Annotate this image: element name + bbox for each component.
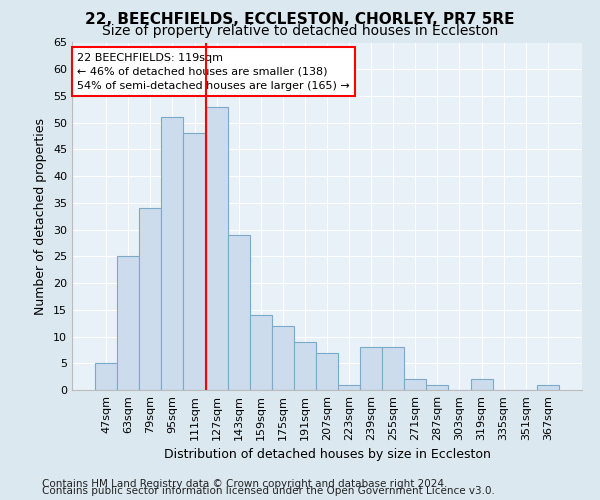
Text: Size of property relative to detached houses in Eccleston: Size of property relative to detached ho…: [102, 24, 498, 38]
Text: Contains public sector information licensed under the Open Government Licence v3: Contains public sector information licen…: [42, 486, 495, 496]
Bar: [338, 384, 360, 390]
Bar: [294, 342, 316, 390]
Bar: [382, 347, 404, 390]
Bar: [427, 384, 448, 390]
Text: 22 BEECHFIELDS: 119sqm
← 46% of detached houses are smaller (138)
54% of semi-de: 22 BEECHFIELDS: 119sqm ← 46% of detached…: [77, 53, 350, 91]
Bar: [316, 352, 338, 390]
Bar: [139, 208, 161, 390]
Bar: [404, 380, 427, 390]
Bar: [184, 134, 206, 390]
Bar: [537, 384, 559, 390]
Bar: [117, 256, 139, 390]
Text: Contains HM Land Registry data © Crown copyright and database right 2024.: Contains HM Land Registry data © Crown c…: [42, 479, 448, 489]
Y-axis label: Number of detached properties: Number of detached properties: [34, 118, 47, 315]
Bar: [227, 235, 250, 390]
Bar: [250, 315, 272, 390]
X-axis label: Distribution of detached houses by size in Eccleston: Distribution of detached houses by size …: [164, 448, 490, 462]
Bar: [272, 326, 294, 390]
Bar: [95, 364, 117, 390]
Bar: [360, 347, 382, 390]
Bar: [470, 380, 493, 390]
Bar: [161, 118, 184, 390]
Bar: [206, 106, 227, 390]
Text: 22, BEECHFIELDS, ECCLESTON, CHORLEY, PR7 5RE: 22, BEECHFIELDS, ECCLESTON, CHORLEY, PR7…: [85, 12, 515, 28]
